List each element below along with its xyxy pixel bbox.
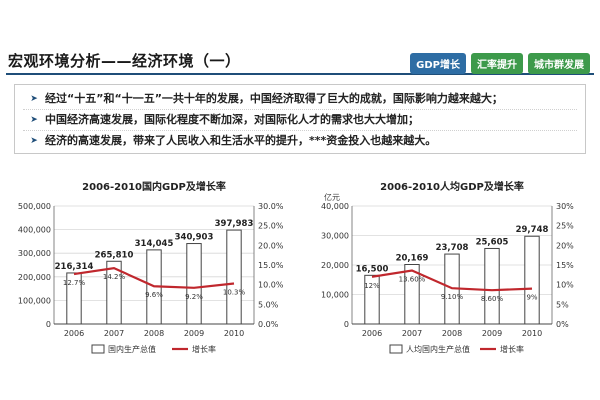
x-tick-label: 2009 (184, 329, 204, 338)
bar-value-label: 25,605 (476, 237, 509, 247)
y-tick-label-right: 20.0% (258, 241, 284, 250)
title-divider (6, 73, 594, 75)
x-tick-label: 2007 (402, 329, 422, 338)
y-tick-label-right: 5.0% (258, 300, 279, 309)
growth-rate-label: 12.7% (63, 279, 86, 287)
tag-gdp-growth[interactable]: GDP增长 (410, 53, 466, 74)
y-tick-label-left: 0 (46, 320, 51, 329)
legend-line-label: 增长率 (192, 344, 216, 354)
y-tick-label-left: 200,000 (18, 273, 51, 282)
bar-value-label: 23,708 (436, 243, 469, 253)
bar (226, 229, 242, 325)
chart-title: 2006-2010人均GDP及增长率 (380, 180, 524, 193)
y-tick-label-right: 10.0% (258, 281, 284, 290)
bar-value-label: 340,903 (175, 233, 214, 243)
x-tick-label: 2008 (442, 329, 462, 338)
page-title: 宏观环境分析——经济环境（一） (8, 52, 241, 70)
x-tick-label: 2009 (482, 329, 502, 338)
legend-bar-label: 国内生产总值 (108, 344, 156, 354)
bar (524, 235, 540, 325)
gdp-chart-svg: 2006-2010国内GDP及增长率 0 100,000 200,000 300,000… (18, 180, 284, 354)
bullet-text: 中国经济高速发展，国际化程度不断加深，对国际化人才的需求也大大增加； (45, 113, 419, 126)
growth-rate-line (371, 269, 533, 292)
bar-value-label: 216,314 (55, 262, 94, 272)
x-tick-label: 2010 (224, 329, 244, 338)
y-tick-label-right: 10% (556, 281, 574, 290)
growth-rate-label: 13.60% (399, 276, 426, 284)
y-tick-label-right: 25.0% (258, 222, 284, 231)
arrow-bullet-icon: ➤ (30, 94, 38, 104)
bar (364, 274, 380, 325)
y-tick-label-left: 40,000 (321, 202, 349, 211)
tag-city-cluster[interactable]: 城市群发展 (528, 53, 590, 74)
y-tick-label-left: 100,000 (18, 296, 51, 305)
y-tick-label-left: 10,000 (321, 291, 349, 300)
bullet-item: ➤ 中国经济高速发展，国际化程度不断加深，对国际化人才的需求也大大增加； (23, 110, 577, 131)
y-tick-label-right: 15% (556, 261, 574, 270)
growth-rate-label: 9.10% (441, 293, 464, 301)
y-tick-label-left: 300,000 (18, 249, 51, 258)
y-tick-label-right: 20% (556, 241, 574, 250)
bullet-text: 经济的高速发展，带来了人民收入和生活水平的提升，***资金投入也越来越大。 (45, 134, 437, 147)
bullet-text: 经过“十五”和“十一五”一共十年的发展，中国经济取得了巨大的成就，国际影响力越来… (45, 92, 503, 105)
x-tick-label: 2008 (144, 329, 164, 338)
y-tick-label-right: 0% (556, 320, 569, 329)
y-tick-label-right: 5% (556, 300, 569, 309)
bar-value-label: 397,983 (215, 219, 254, 229)
y-tick-label-left: 0 (344, 320, 349, 329)
bar-value-label: 314,045 (135, 239, 174, 249)
y-tick-label-left: 500,000 (18, 202, 51, 211)
y-tick-label-right: 25% (556, 222, 574, 231)
y-tick-label-right: 0.0% (258, 320, 279, 329)
bar-value-label: 265,810 (95, 250, 134, 260)
bar-value-label: 20,169 (396, 254, 429, 264)
gdp-chart: 2006-2010国内GDP及增长率 0 100,000 200,000 300,000… (4, 176, 294, 400)
y-tick-label-right: 30% (556, 202, 574, 211)
bullet-item: ➤ 经济的高速发展，带来了人民收入和生活水平的提升，***资金投入也越来越大。 (23, 131, 577, 151)
tag-exchange-rate[interactable]: 汇率提升 (471, 53, 523, 74)
growth-rate-label: 14.2% (103, 273, 126, 281)
x-tick-label: 2006 (362, 329, 382, 338)
y-tick-label-left: 30,000 (321, 232, 349, 241)
growth-rate-line (73, 267, 235, 289)
arrow-bullet-icon: ➤ (30, 115, 38, 125)
y-tick-label-right: 15.0% (258, 261, 284, 270)
axis-unit-label: 亿元 (324, 192, 340, 202)
legend-bar-label: 人均国内生产总值 (406, 344, 470, 354)
x-tick-label: 2010 (522, 329, 542, 338)
bar (106, 260, 122, 325)
legend-line-label: 增长率 (500, 344, 524, 354)
bar (404, 264, 420, 325)
legend-bar-swatch (389, 344, 403, 354)
y-tick-label-left: 20,000 (321, 261, 349, 270)
y-tick-label-left: 400,000 (18, 226, 51, 235)
legend-bar-swatch (91, 344, 105, 354)
bullet-item: ➤ 经过“十五”和“十一五”一共十年的发展，中国经济取得了巨大的成就，国际影响力… (23, 89, 577, 110)
x-tick-label: 2006 (64, 329, 84, 338)
growth-rate-label: 9.2% (185, 293, 203, 301)
bar (484, 247, 500, 325)
growth-rate-label: 10.3% (223, 288, 246, 296)
bar-value-label: 16,500 (356, 264, 389, 274)
chart-title: 2006-2010国内GDP及增长率 (82, 180, 226, 193)
y-tick-label-right: 30.0% (258, 202, 284, 211)
bullet-list: ➤ 经过“十五”和“十一五”一共十年的发展，中国经济取得了巨大的成就，国际影响力… (14, 84, 586, 154)
arrow-bullet-icon: ➤ (30, 136, 38, 146)
growth-rate-label: 9.6% (145, 291, 163, 299)
tag-bar: GDP增长 汇率提升 城市群发展 (410, 53, 590, 74)
bar-value-label: 29,748 (516, 225, 549, 235)
per-capita-gdp-chart: 2006-2010人均GDP及增长率亿元 0 10,000 20,000 30,000 4… (302, 176, 592, 400)
growth-rate-label: 8.60% (481, 295, 504, 303)
growth-rate-label: 12% (364, 282, 380, 290)
growth-rate-label: 9% (526, 294, 537, 302)
bar (186, 243, 202, 325)
x-tick-label: 2007 (104, 329, 124, 338)
